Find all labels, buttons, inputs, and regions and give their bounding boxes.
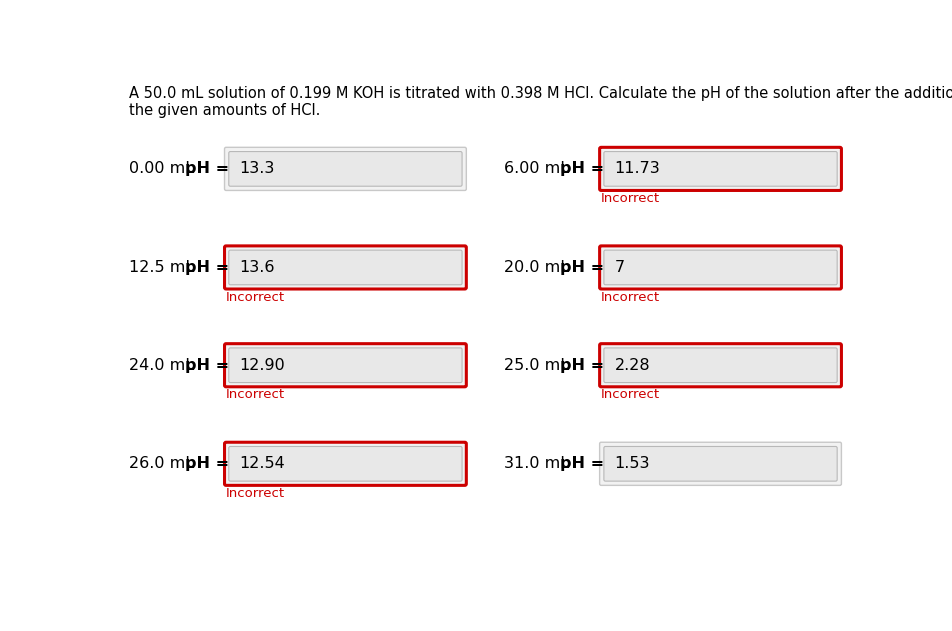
Text: Incorrect: Incorrect (226, 290, 285, 304)
Text: Incorrect: Incorrect (601, 388, 660, 401)
FancyBboxPatch shape (599, 442, 841, 485)
Text: pH =: pH = (185, 260, 228, 275)
FancyBboxPatch shape (599, 246, 841, 289)
Text: 2.28: 2.28 (614, 358, 649, 373)
Text: 11.73: 11.73 (614, 162, 660, 177)
FancyBboxPatch shape (599, 147, 841, 191)
FancyBboxPatch shape (604, 447, 836, 481)
FancyBboxPatch shape (228, 151, 462, 186)
Text: 12.54: 12.54 (239, 456, 285, 471)
Text: 12.90: 12.90 (239, 358, 285, 373)
Text: 25.0 mL: 25.0 mL (504, 358, 569, 373)
Text: 7: 7 (614, 260, 625, 275)
FancyBboxPatch shape (225, 147, 466, 191)
Text: pH =: pH = (560, 260, 604, 275)
Text: pH =: pH = (560, 456, 604, 471)
FancyBboxPatch shape (228, 348, 462, 382)
FancyBboxPatch shape (599, 344, 841, 387)
Text: Incorrect: Incorrect (226, 487, 285, 500)
Text: 1.53: 1.53 (614, 456, 649, 471)
Text: A 50.0 mL solution of 0.199 M KOH is titrated with 0.398 M HCl. Calculate the pH: A 50.0 mL solution of 0.199 M KOH is tit… (129, 86, 952, 101)
FancyBboxPatch shape (225, 246, 466, 289)
FancyBboxPatch shape (604, 151, 836, 186)
FancyBboxPatch shape (225, 344, 466, 387)
Text: Incorrect: Incorrect (601, 290, 660, 304)
Text: 12.5 mL: 12.5 mL (129, 260, 194, 275)
Text: the given amounts of HCl.: the given amounts of HCl. (129, 103, 320, 117)
FancyBboxPatch shape (228, 250, 462, 285)
FancyBboxPatch shape (225, 442, 466, 485)
Text: 31.0 mL: 31.0 mL (504, 456, 569, 471)
FancyBboxPatch shape (604, 250, 836, 285)
Text: Incorrect: Incorrect (601, 192, 660, 205)
Text: pH =: pH = (185, 358, 228, 373)
FancyBboxPatch shape (228, 447, 462, 481)
Text: pH =: pH = (185, 456, 228, 471)
Text: 13.6: 13.6 (239, 260, 275, 275)
Text: 26.0 mL: 26.0 mL (129, 456, 194, 471)
Text: Incorrect: Incorrect (226, 388, 285, 401)
Text: 6.00 mL: 6.00 mL (504, 162, 569, 177)
Text: pH =: pH = (560, 162, 604, 177)
Text: pH =: pH = (185, 162, 228, 177)
Text: pH =: pH = (560, 358, 604, 373)
Text: 24.0 mL: 24.0 mL (129, 358, 194, 373)
Text: 20.0 mL: 20.0 mL (504, 260, 569, 275)
Text: 0.00 mL: 0.00 mL (129, 162, 194, 177)
Text: 13.3: 13.3 (239, 162, 275, 177)
FancyBboxPatch shape (604, 348, 836, 382)
